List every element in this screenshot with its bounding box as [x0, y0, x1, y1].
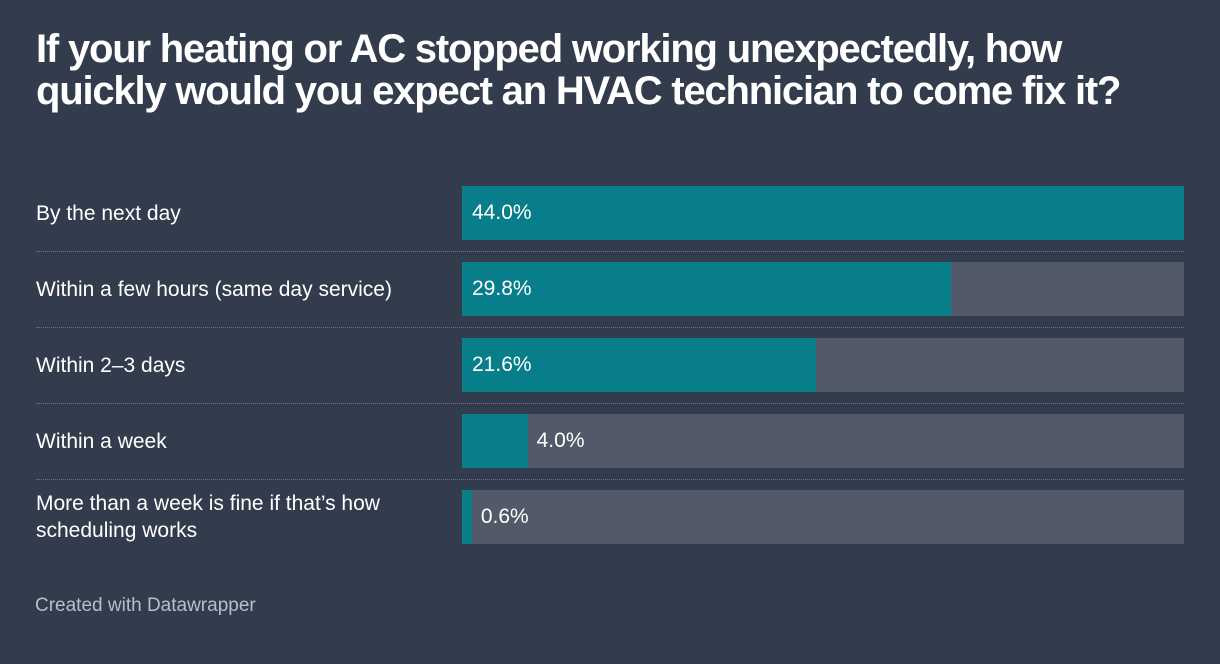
bar-track: 21.6%: [462, 338, 1184, 392]
bar: [462, 186, 1184, 240]
row-divider: [36, 327, 1184, 328]
category-label: Within a week: [36, 429, 167, 453]
bar-track: 0.6%: [462, 490, 1184, 544]
category-label: Within 2–3 days: [36, 353, 186, 377]
bar-track: 44.0%: [462, 186, 1184, 240]
bar-row: By the next day 44.0%: [36, 186, 1184, 252]
chart-title: If your heating or AC stopped working un…: [36, 27, 1121, 113]
row-divider: [36, 403, 1184, 404]
bar-row: More than a week is fine if that’s how s…: [36, 490, 1184, 544]
bar: [462, 414, 528, 468]
bar-row: Within a week 4.0%: [36, 414, 1184, 480]
category-label: More than a week is fine if that’s how s…: [36, 492, 380, 542]
bar: [462, 262, 951, 316]
value-label: 29.8%: [472, 277, 532, 300]
row-divider: [36, 251, 1184, 252]
bar-row: Within 2–3 days 21.6%: [36, 338, 1184, 404]
value-label: 21.6%: [472, 353, 532, 376]
bar: [462, 490, 472, 544]
bar-track: 29.8%: [462, 262, 1184, 316]
bar: [462, 338, 817, 392]
row-divider: [36, 479, 1184, 480]
bar-row: Within a few hours (same day service) 29.…: [36, 262, 1184, 328]
category-label: Within a few hours (same day service): [36, 277, 392, 301]
value-label: 0.6%: [480, 505, 529, 528]
bar-track: 4.0%: [462, 414, 1184, 468]
value-label: 4.0%: [536, 429, 585, 452]
value-label: 44.0%: [472, 201, 532, 224]
bar-chart: By the next day 44.0% Within a few hours (…: [36, 186, 1184, 566]
category-label: By the next day: [36, 201, 181, 225]
credit-text: Created with Datawrapper: [35, 595, 256, 616]
